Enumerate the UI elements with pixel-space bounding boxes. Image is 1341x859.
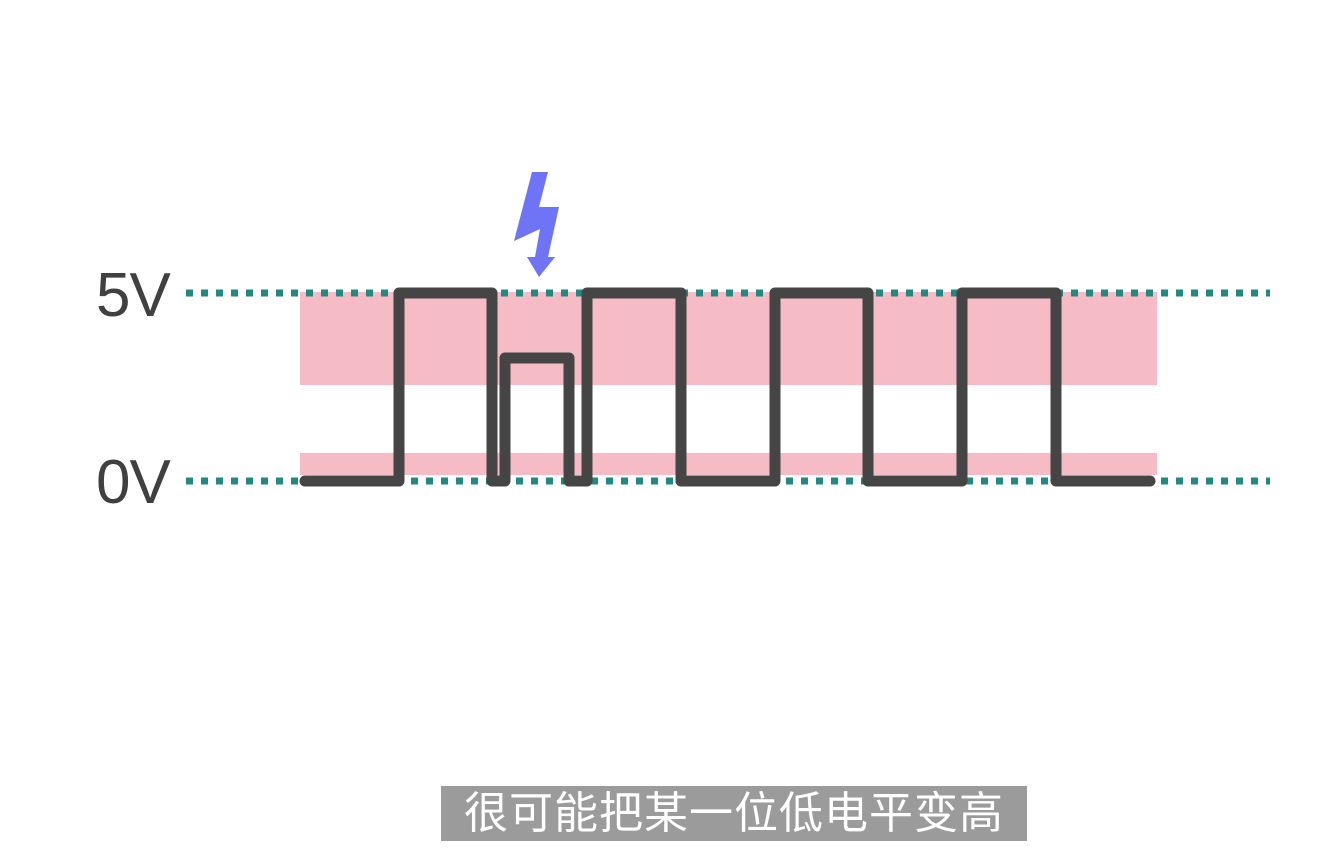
subtitle-caption: 很可能把某一位低电平变高 xyxy=(441,786,1027,841)
voltage-label-low: 0V xyxy=(96,448,171,517)
voltage-label-high: 5V xyxy=(96,261,171,330)
lightning-bolt-icon xyxy=(514,172,559,277)
signal-waveform xyxy=(299,287,1156,487)
high-threshold-band xyxy=(300,292,1157,385)
low-threshold-band xyxy=(300,453,1157,475)
